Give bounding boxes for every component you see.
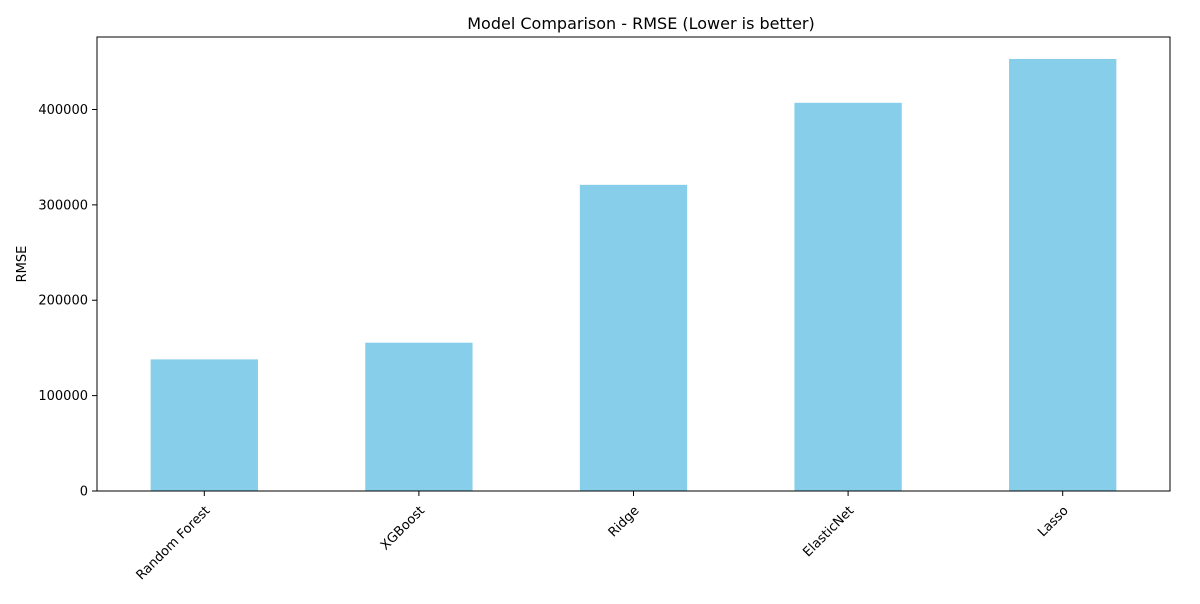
chart-title: Model Comparison - RMSE (Lower is better… [467, 14, 814, 33]
y-ticks-layer: 0 100000 200000 300000 400000 [38, 103, 97, 500]
x-tick-label: Lasso [1035, 503, 1072, 540]
bar-random-forest [150, 359, 258, 491]
y-tick-label: 0 [80, 485, 88, 500]
x-tick-label: Ridge [606, 503, 643, 540]
bar-elasticnet [794, 102, 902, 491]
bars-layer [150, 58, 1117, 491]
y-tick-label: 100000 [38, 389, 88, 404]
x-tick-label: Random Forest [134, 503, 214, 583]
x-tick-label: XGBoost [378, 503, 428, 553]
y-tick-label: 400000 [38, 103, 88, 118]
y-tick-label: 200000 [38, 294, 88, 309]
bar-xgboost [365, 342, 473, 491]
y-axis-label: RMSE [15, 246, 30, 283]
x-ticks-layer: Random Forest XGBoost Ridge ElasticNet Lasso [134, 491, 1072, 583]
bar-ridge [579, 184, 688, 491]
y-tick-label: 300000 [38, 198, 88, 213]
x-tick-label: ElasticNet [800, 503, 857, 560]
plot-frame [96, 36, 1171, 492]
bar-lasso [1009, 58, 1117, 491]
